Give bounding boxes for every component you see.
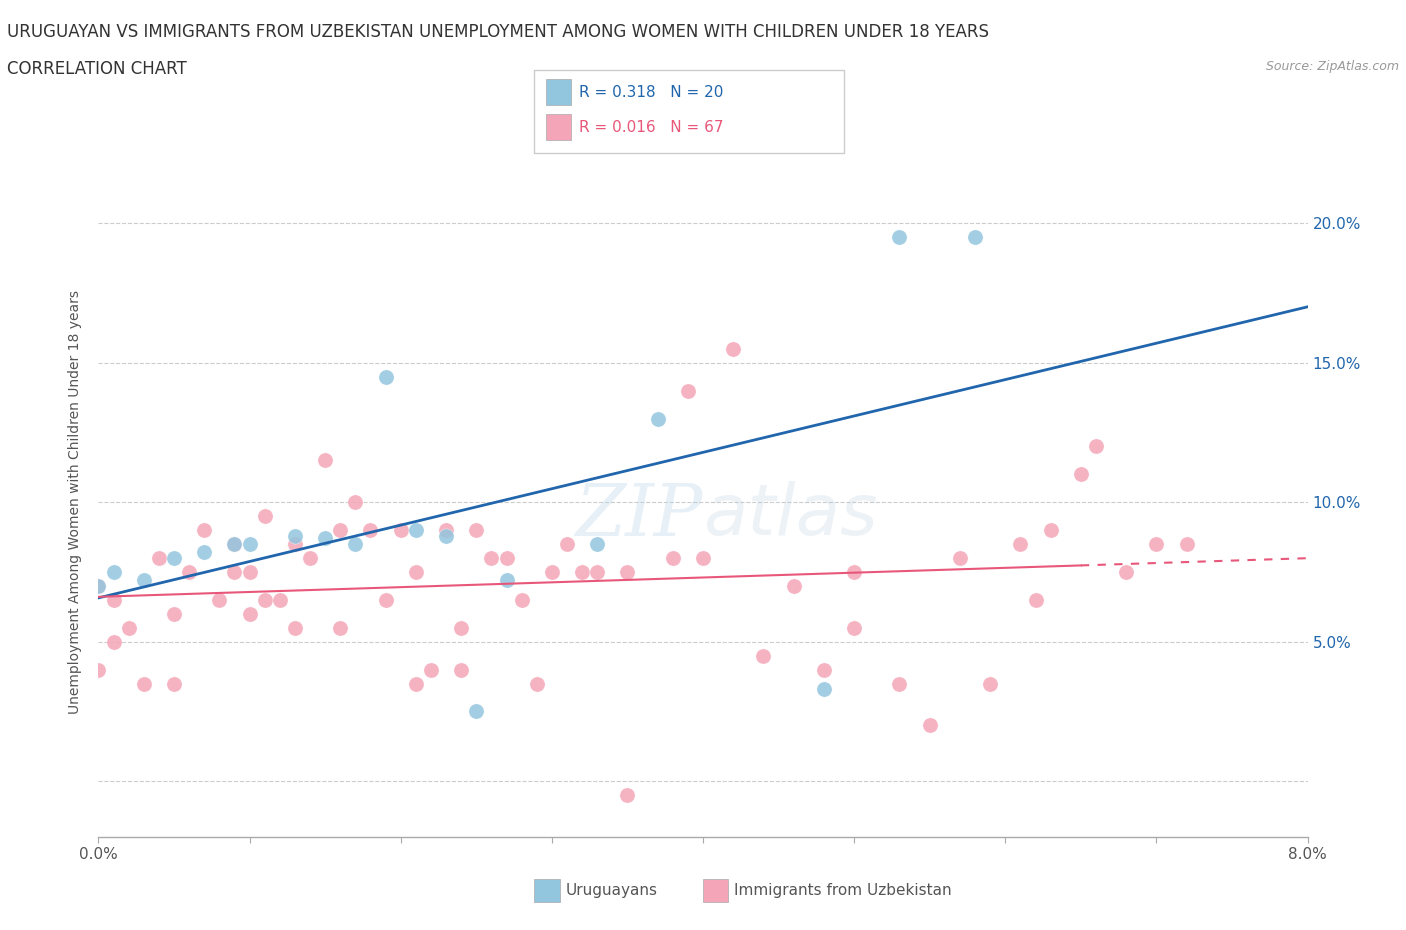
Point <box>1039 523 1062 538</box>
Point <box>224 537 246 551</box>
Point <box>1010 537 1032 551</box>
Text: R = 0.016   N = 67: R = 0.016 N = 67 <box>579 120 724 135</box>
Point <box>1085 439 1108 454</box>
Point <box>434 523 457 538</box>
Point <box>239 565 262 579</box>
Point <box>783 578 806 593</box>
Point <box>389 523 412 538</box>
Point <box>676 383 699 398</box>
Y-axis label: Unemployment Among Women with Children Under 18 years: Unemployment Among Women with Children U… <box>69 290 83 714</box>
Point <box>662 551 685 565</box>
Point <box>1025 592 1047 607</box>
Point <box>344 495 367 510</box>
Point <box>616 565 638 579</box>
Point <box>284 528 307 543</box>
Point <box>103 634 125 649</box>
Point <box>450 662 472 677</box>
Point <box>692 551 714 565</box>
Point <box>405 565 427 579</box>
Point <box>103 565 125 579</box>
Point <box>87 578 110 593</box>
Point <box>949 551 972 565</box>
Point <box>224 565 246 579</box>
Point <box>253 592 276 607</box>
Point <box>813 662 835 677</box>
Point <box>586 565 609 579</box>
Point <box>284 620 307 635</box>
Point <box>979 676 1001 691</box>
Point <box>495 551 517 565</box>
Point <box>360 523 382 538</box>
Point <box>239 606 262 621</box>
Point <box>1115 565 1137 579</box>
Point <box>405 523 427 538</box>
Point <box>723 341 745 356</box>
Point <box>87 578 110 593</box>
Text: Immigrants from Uzbekistan: Immigrants from Uzbekistan <box>734 884 952 898</box>
Point <box>752 648 775 663</box>
Point <box>495 573 517 588</box>
Point <box>163 676 186 691</box>
Point <box>889 676 911 691</box>
Point <box>163 606 186 621</box>
Point <box>344 537 367 551</box>
Point <box>118 620 141 635</box>
Point <box>284 537 307 551</box>
Point <box>269 592 291 607</box>
Point <box>405 676 427 691</box>
Point <box>420 662 443 677</box>
Point <box>616 788 638 803</box>
Point <box>253 509 276 524</box>
Point <box>224 537 246 551</box>
Point <box>1146 537 1168 551</box>
Point <box>813 682 835 697</box>
Point <box>374 369 396 384</box>
Text: Uruguayans: Uruguayans <box>565 884 657 898</box>
Point <box>541 565 564 579</box>
Point <box>647 411 669 426</box>
Point <box>1175 537 1198 551</box>
Text: R = 0.318   N = 20: R = 0.318 N = 20 <box>579 85 724 100</box>
Point <box>555 537 578 551</box>
Point <box>148 551 170 565</box>
Point <box>465 523 488 538</box>
Text: ZIP: ZIP <box>575 480 703 551</box>
Point <box>329 523 352 538</box>
Text: CORRELATION CHART: CORRELATION CHART <box>7 60 187 78</box>
Point <box>965 230 987 245</box>
Point <box>526 676 548 691</box>
Point <box>193 523 215 538</box>
Point <box>571 565 593 579</box>
Point <box>299 551 322 565</box>
Point <box>465 704 488 719</box>
Point <box>1070 467 1092 482</box>
Text: Source: ZipAtlas.com: Source: ZipAtlas.com <box>1265 60 1399 73</box>
Point <box>179 565 201 579</box>
Point <box>918 718 941 733</box>
Point <box>239 537 262 551</box>
Point <box>510 592 533 607</box>
Point <box>193 545 215 560</box>
Point <box>314 453 336 468</box>
Point <box>481 551 503 565</box>
Text: URUGUAYAN VS IMMIGRANTS FROM UZBEKISTAN UNEMPLOYMENT AMONG WOMEN WITH CHILDREN U: URUGUAYAN VS IMMIGRANTS FROM UZBEKISTAN … <box>7 23 988 41</box>
Point <box>844 620 866 635</box>
Point <box>132 573 155 588</box>
Point <box>844 565 866 579</box>
Point <box>87 662 110 677</box>
Point <box>450 620 472 635</box>
Point <box>329 620 352 635</box>
Point <box>434 528 457 543</box>
Point <box>103 592 125 607</box>
Point <box>586 537 609 551</box>
Point <box>208 592 231 607</box>
Text: atlas: atlas <box>703 481 877 550</box>
Point <box>889 230 911 245</box>
Point <box>163 551 186 565</box>
Point <box>314 531 336 546</box>
Point <box>374 592 396 607</box>
Point <box>132 676 155 691</box>
